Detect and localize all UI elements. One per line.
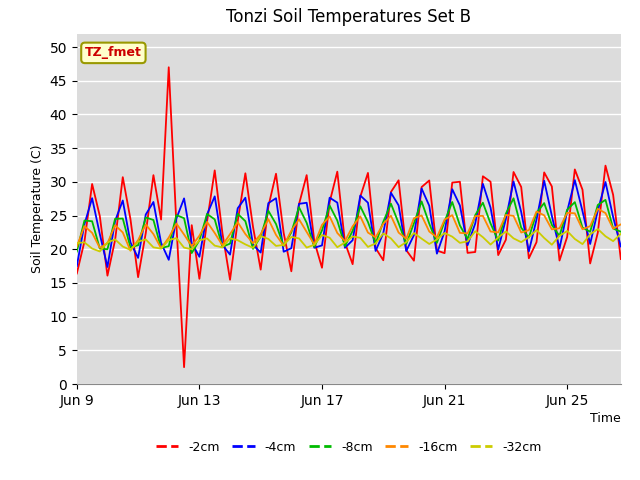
Legend: -2cm, -4cm, -8cm, -16cm, -32cm: -2cm, -4cm, -8cm, -16cm, -32cm: [151, 436, 547, 459]
Title: Tonzi Soil Temperatures Set B: Tonzi Soil Temperatures Set B: [227, 9, 471, 26]
Y-axis label: Soil Temperature (C): Soil Temperature (C): [31, 144, 44, 273]
Text: TZ_fmet: TZ_fmet: [85, 47, 142, 60]
Text: Time: Time: [590, 412, 621, 425]
